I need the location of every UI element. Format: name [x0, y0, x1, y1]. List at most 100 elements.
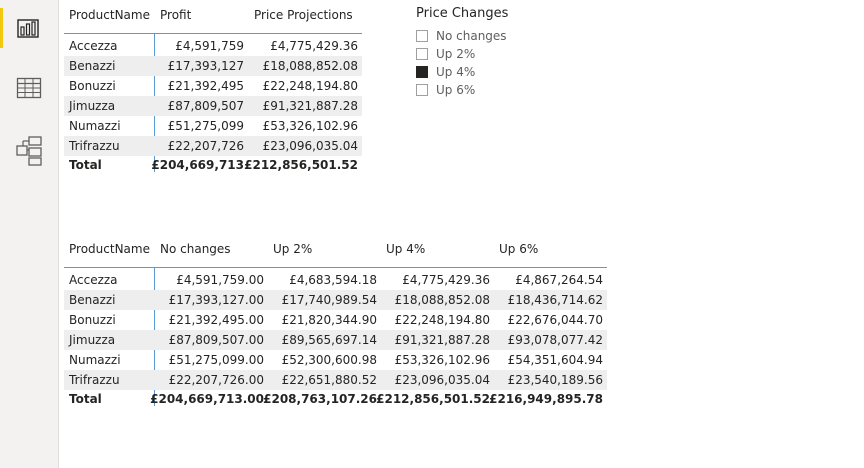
- table-row[interactable]: Jimuzza £87,809,507.00 £89,565,697.14 £9…: [64, 330, 607, 350]
- table-row[interactable]: Trifrazzu £22,207,726.00 £22,651,880.52 …: [64, 370, 607, 390]
- value-up-4: £18,088,852.08: [394, 293, 490, 307]
- table-row[interactable]: Benazzi £17,393,127.00 £17,740,989.54 £1…: [64, 290, 607, 310]
- table-header: ProductName No changes Up 2% Up 4% Up 6%: [64, 234, 607, 268]
- value-up-6: £4,867,264.54: [515, 273, 603, 287]
- product-name: Benazzi: [69, 59, 116, 73]
- bar-chart-icon: [17, 19, 39, 38]
- column-header[interactable]: Profit: [160, 8, 192, 22]
- projection-value: £18,088,852.08: [262, 59, 358, 73]
- report-view-button[interactable]: [0, 8, 59, 48]
- table-row[interactable]: Numazzi £51,275,099.00 £52,300,600.98 £5…: [64, 350, 607, 370]
- value-up-4: £22,248,194.80: [394, 313, 490, 327]
- value-up-2: £21,820,344.90: [281, 313, 377, 327]
- profit-value: £22,207,726: [167, 139, 244, 153]
- total-row: Total £204,669,713 £212,856,501.52: [64, 155, 362, 175]
- projection-value: £4,775,429.36: [270, 39, 358, 53]
- checkbox[interactable]: [416, 30, 428, 42]
- value-no-changes: £17,393,127.00: [168, 293, 264, 307]
- value-up-2: £22,651,880.52: [281, 373, 377, 387]
- table-header: ProductName Profit Price Projections: [64, 0, 362, 34]
- slicer-title: Price Changes: [416, 6, 509, 21]
- data-view-button[interactable]: [0, 68, 59, 108]
- total-up-2: £208,763,107.26: [263, 392, 377, 406]
- total-label: Total: [69, 392, 102, 406]
- value-up-6: £22,676,044.70: [507, 313, 603, 327]
- slicer-option-label: Up 6%: [436, 83, 476, 97]
- column-header[interactable]: Price Projections: [254, 8, 353, 22]
- table-row[interactable]: Accezza £4,591,759.00 £4,683,594.18 £4,7…: [64, 270, 607, 290]
- value-up-2: £4,683,594.18: [289, 273, 377, 287]
- table-row[interactable]: Trifrazzu £22,207,726 £23,096,035.04: [64, 136, 362, 156]
- value-no-changes: £4,591,759.00: [176, 273, 264, 287]
- projection-value: £91,321,887.28: [262, 99, 358, 113]
- value-up-4: £23,096,035.04: [394, 373, 490, 387]
- product-name: Numazzi: [69, 353, 121, 367]
- product-name: Accezza: [69, 39, 118, 53]
- slicer-option-up-2[interactable]: Up 2%: [416, 45, 576, 63]
- table-row[interactable]: Accezza £4,591,759 £4,775,429.36: [64, 36, 362, 56]
- product-name: Numazzi: [69, 119, 121, 133]
- value-no-changes: £51,275,099.00: [168, 353, 264, 367]
- slicer-option-label: No changes: [436, 29, 507, 43]
- value-up-2: £52,300,600.98: [281, 353, 377, 367]
- column-header[interactable]: Up 6%: [499, 242, 539, 256]
- total-projection: £212,856,501.52: [244, 158, 358, 172]
- product-name: Accezza: [69, 273, 118, 287]
- slicer-option-up-6[interactable]: Up 6%: [416, 81, 576, 99]
- table-row[interactable]: Bonuzzi £21,392,495 £22,248,194.80: [64, 76, 362, 96]
- profit-value: £51,275,099: [167, 119, 244, 133]
- column-header[interactable]: ProductName: [69, 242, 150, 256]
- value-up-4: £4,775,429.36: [402, 273, 490, 287]
- total-profit: £204,669,713: [151, 158, 244, 172]
- product-name: Trifrazzu: [69, 139, 120, 153]
- value-no-changes: £22,207,726.00: [168, 373, 264, 387]
- value-up-2: £17,740,989.54: [281, 293, 377, 307]
- product-name: Jimuzza: [69, 333, 116, 347]
- column-header[interactable]: No changes: [160, 242, 231, 256]
- table-row[interactable]: Benazzi £17,393,127 £18,088,852.08: [64, 56, 362, 76]
- slicer-option-label: Up 4%: [436, 65, 476, 79]
- value-up-2: £89,565,697.14: [281, 333, 377, 347]
- product-name: Benazzi: [69, 293, 116, 307]
- product-name: Bonuzzi: [69, 79, 116, 93]
- product-name: Jimuzza: [69, 99, 116, 113]
- value-up-6: £18,436,714.62: [507, 293, 603, 307]
- column-header[interactable]: ProductName: [69, 8, 150, 22]
- model-diagram-icon: [16, 136, 42, 166]
- total-no-changes: £204,669,713.00: [150, 392, 264, 406]
- value-up-4: £91,321,887.28: [394, 333, 490, 347]
- profit-value: £87,809,507: [167, 99, 244, 113]
- product-name: Trifrazzu: [69, 373, 120, 387]
- column-header[interactable]: Up 4%: [386, 242, 426, 256]
- total-up-4: £212,856,501.52: [376, 392, 490, 406]
- total-row: Total £204,669,713.00 £208,763,107.26 £2…: [64, 389, 607, 409]
- model-view-button[interactable]: [0, 128, 59, 168]
- table-row[interactable]: Bonuzzi £21,392,495.00 £21,820,344.90 £2…: [64, 310, 607, 330]
- checkbox-checked[interactable]: [416, 66, 428, 78]
- profit-table[interactable]: ProductName Profit Price Projections Acc…: [64, 0, 364, 180]
- table-row[interactable]: Jimuzza £87,809,507 £91,321,887.28: [64, 96, 362, 116]
- left-navigation: [0, 0, 59, 468]
- price-change-matrix[interactable]: ProductName No changes Up 2% Up 4% Up 6%…: [64, 234, 609, 414]
- value-up-6: £93,078,077.42: [507, 333, 603, 347]
- slicer-option-up-4[interactable]: Up 4%: [416, 63, 576, 81]
- value-no-changes: £87,809,507.00: [168, 333, 264, 347]
- slicer-option-no-changes[interactable]: No changes: [416, 27, 576, 45]
- value-up-6: £54,351,604.94: [507, 353, 603, 367]
- report-canvas: ProductName Profit Price Projections Acc…: [60, 0, 864, 468]
- projection-value: £22,248,194.80: [262, 79, 358, 93]
- checkbox[interactable]: [416, 84, 428, 96]
- profit-value: £4,591,759: [175, 39, 244, 53]
- profit-value: £21,392,495: [167, 79, 244, 93]
- total-up-6: £216,949,895.78: [489, 392, 603, 406]
- profit-value: £17,393,127: [167, 59, 244, 73]
- checkbox[interactable]: [416, 48, 428, 60]
- total-label: Total: [69, 158, 102, 172]
- product-name: Bonuzzi: [69, 313, 116, 327]
- price-changes-slicer: Price Changes No changes Up 2% Up 4% Up …: [416, 6, 576, 99]
- column-header[interactable]: Up 2%: [273, 242, 313, 256]
- projection-value: £53,326,102.96: [262, 119, 358, 133]
- slicer-option-label: Up 2%: [436, 47, 476, 61]
- value-up-6: £23,540,189.56: [507, 373, 603, 387]
- table-row[interactable]: Numazzi £51,275,099 £53,326,102.96: [64, 116, 362, 136]
